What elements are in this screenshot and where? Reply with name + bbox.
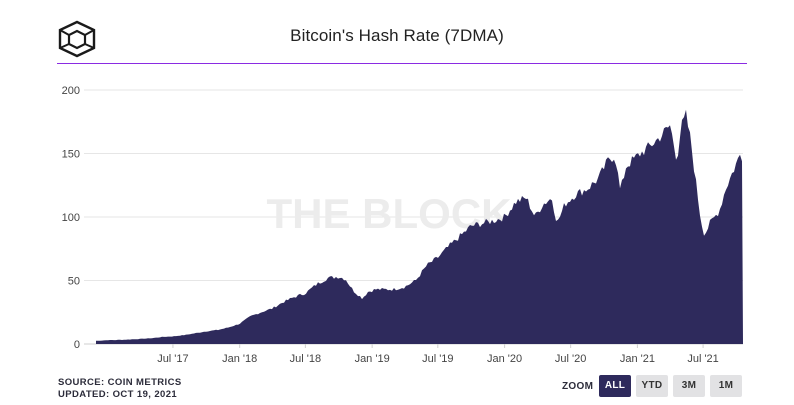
footer-source: SOURCE: COIN METRICS UPDATED: OCT 19, 20… xyxy=(58,377,182,401)
x-axis-ticks: Jul '17 Jan '18 Jul '18 Jan '19 Jul '19 Jan '… xyxy=(157,344,719,365)
y-axis-ticks: 0 50 100 150 200 xyxy=(62,85,80,351)
x-tick-label: Jul '18 xyxy=(290,353,321,365)
x-tick-label: Jul '21 xyxy=(687,353,718,365)
the-block-logo xyxy=(58,20,96,58)
source-text: SOURCE: COIN METRICS xyxy=(58,377,182,388)
chart-title: Bitcoin's Hash Rate (7DMA) xyxy=(290,26,504,45)
zoom-label: ZOOM xyxy=(562,381,594,392)
x-tick-label: Jul '19 xyxy=(422,353,453,365)
y-tick-label: 50 xyxy=(68,276,80,288)
updated-text: UPDATED: OCT 19, 2021 xyxy=(58,389,178,400)
y-tick-label: 200 xyxy=(62,85,80,97)
x-tick-label: Jan '18 xyxy=(222,353,257,365)
y-tick-label: 150 xyxy=(62,149,80,161)
x-tick-label: Jul '20 xyxy=(555,353,586,365)
x-tick-label: Jan '19 xyxy=(355,353,390,365)
x-tick-label: Jan '20 xyxy=(487,353,522,365)
y-tick-label: 100 xyxy=(62,212,80,224)
zoom-all-button[interactable]: ALL xyxy=(599,375,631,397)
zoom-ytd-button[interactable]: YTD xyxy=(636,375,668,397)
x-tick-label: Jan '21 xyxy=(620,353,655,365)
y-tick-label: 0 xyxy=(74,339,80,351)
x-tick-label: Jul '17 xyxy=(157,353,188,365)
hash-rate-area xyxy=(96,109,743,344)
zoom-3m-button[interactable]: 3M xyxy=(673,375,705,397)
title-divider xyxy=(57,63,747,64)
zoom-1m-button[interactable]: 1M xyxy=(710,375,742,397)
